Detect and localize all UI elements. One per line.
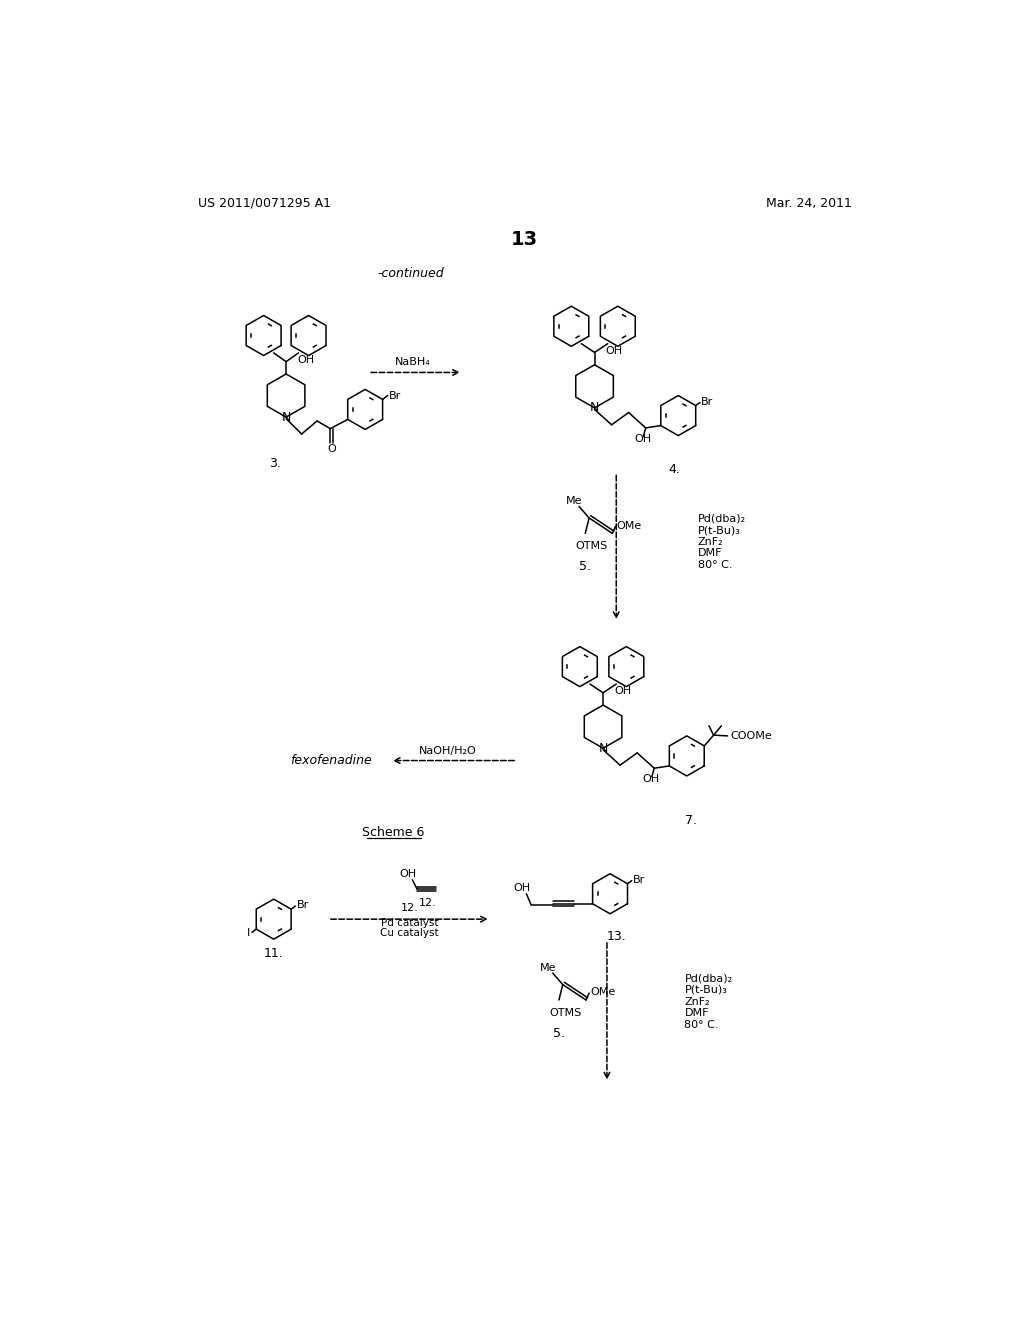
Text: OH: OH — [513, 883, 530, 892]
Text: Br: Br — [700, 397, 713, 407]
Text: Pd(dba)₂: Pd(dba)₂ — [697, 513, 745, 524]
Text: O: O — [328, 444, 336, 454]
Text: Mar. 24, 2011: Mar. 24, 2011 — [766, 197, 852, 210]
Text: -continued: -continued — [378, 268, 444, 280]
Text: OH: OH — [634, 434, 651, 444]
Text: Br: Br — [297, 900, 309, 911]
Text: P(t-Bu)₃: P(t-Bu)₃ — [697, 525, 740, 536]
Text: Br: Br — [633, 875, 645, 884]
Text: 5.: 5. — [553, 1027, 565, 1040]
Text: Cu catalyst: Cu catalyst — [380, 928, 438, 939]
Text: I: I — [247, 928, 251, 939]
Text: Br: Br — [389, 391, 401, 400]
Text: DMF: DMF — [697, 548, 722, 558]
Text: ZnF₂: ZnF₂ — [684, 997, 710, 1007]
Text: OH: OH — [399, 869, 417, 879]
Text: OH: OH — [614, 686, 631, 696]
Text: P(t-Bu)₃: P(t-Bu)₃ — [684, 985, 727, 995]
Text: 11.: 11. — [264, 946, 284, 960]
Text: 7.: 7. — [685, 814, 696, 828]
Text: Pd catalyst: Pd catalyst — [381, 917, 438, 928]
Text: 3.: 3. — [269, 457, 282, 470]
Text: Scheme 6: Scheme 6 — [361, 826, 424, 840]
Text: ZnF₂: ZnF₂ — [697, 537, 723, 546]
Text: 12.: 12. — [400, 903, 418, 912]
Text: N: N — [598, 742, 608, 755]
Text: 80° C.: 80° C. — [684, 1019, 719, 1030]
Text: NaOH/H₂O: NaOH/H₂O — [419, 746, 476, 755]
Text: Pd(dba)₂: Pd(dba)₂ — [684, 973, 732, 983]
Text: DMF: DMF — [684, 1008, 709, 1018]
Text: OTMS: OTMS — [549, 1008, 582, 1018]
Text: 13: 13 — [511, 230, 539, 248]
Text: OMe: OMe — [616, 520, 641, 531]
Text: 80° C.: 80° C. — [697, 560, 732, 570]
Text: Me: Me — [540, 962, 556, 973]
Text: OH: OH — [643, 774, 659, 784]
Text: OH: OH — [605, 346, 623, 356]
Text: COOMe: COOMe — [730, 731, 772, 741]
Text: 12.: 12. — [419, 898, 437, 908]
Text: N: N — [590, 401, 599, 414]
Text: US 2011/0071295 A1: US 2011/0071295 A1 — [198, 197, 331, 210]
Text: 13.: 13. — [606, 929, 626, 942]
Text: N: N — [282, 411, 291, 424]
Text: OMe: OMe — [590, 987, 615, 998]
Text: fexofenadine: fexofenadine — [290, 754, 372, 767]
Text: OH: OH — [297, 355, 314, 366]
Text: NaBH₄: NaBH₄ — [394, 358, 430, 367]
Text: OTMS: OTMS — [575, 541, 607, 552]
Text: 4.: 4. — [669, 463, 680, 477]
Text: Me: Me — [566, 496, 583, 506]
Text: 5.: 5. — [580, 560, 591, 573]
